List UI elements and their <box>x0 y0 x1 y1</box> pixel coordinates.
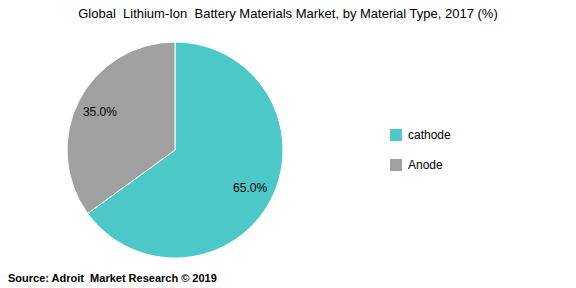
background <box>0 0 576 288</box>
chart: Global Lithium-Ion Battery Materials Mar… <box>0 0 576 288</box>
legend-swatch <box>390 129 402 141</box>
data-label: 35.0% <box>83 105 117 119</box>
legend: cathode Anode <box>390 128 451 172</box>
pie-slice <box>67 42 175 213</box>
title: Global Lithium-Ion Battery Materials Mar… <box>78 6 498 21</box>
legend-swatch <box>390 159 402 171</box>
legend-label: cathode <box>408 128 451 142</box>
data-label: 65.0% <box>233 181 267 195</box>
legend-label: Anode <box>408 158 443 172</box>
pie <box>67 42 283 258</box>
source: Source: Adroit Market Research © 2019 <box>8 272 217 284</box>
